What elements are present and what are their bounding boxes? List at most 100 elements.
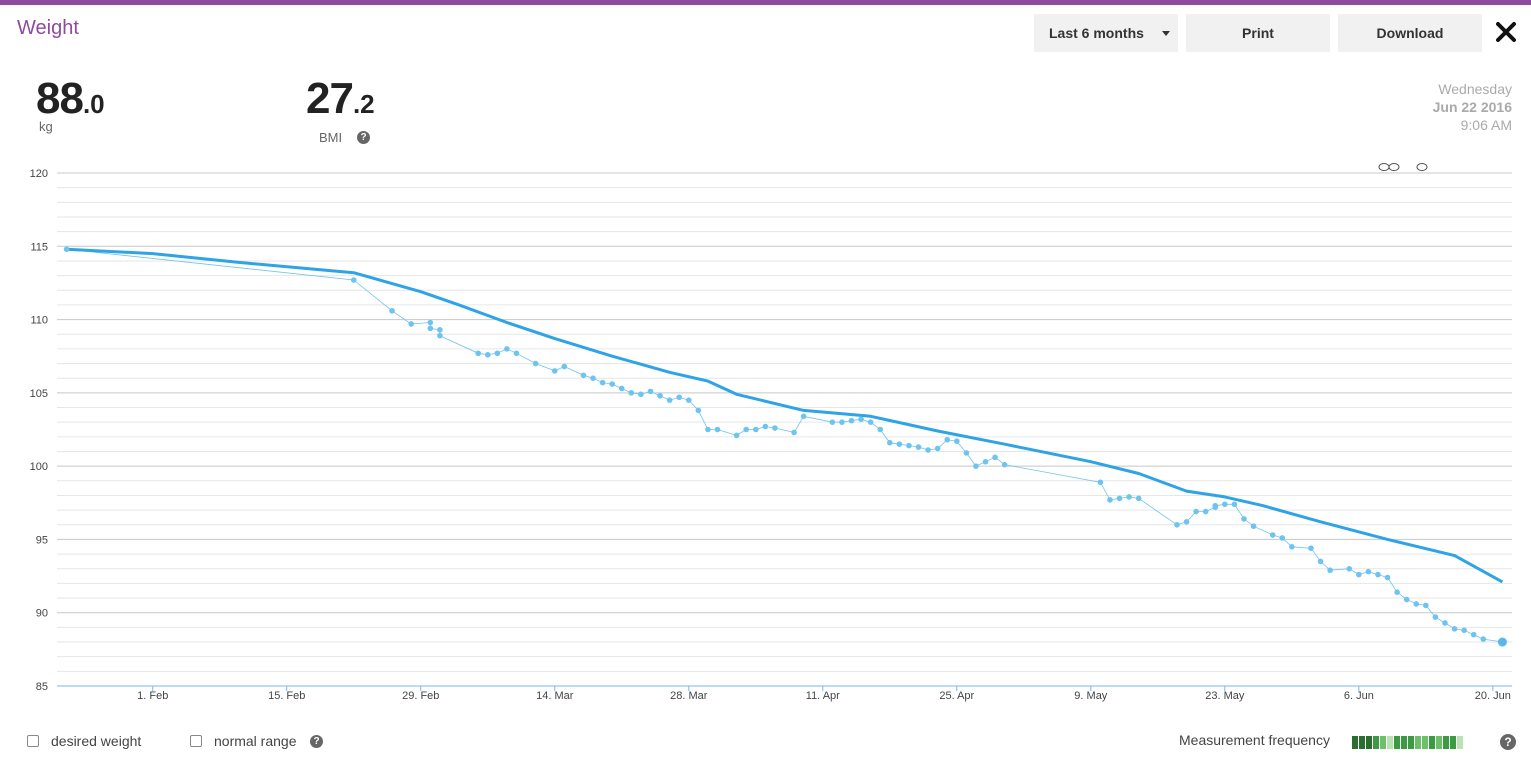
date-range-dropdown[interactable]: Last 6 months — [1034, 14, 1178, 52]
measurement-point[interactable] — [1231, 501, 1238, 508]
measurement-point[interactable] — [848, 417, 855, 424]
measurement-point[interactable] — [1001, 461, 1008, 468]
measurement-point[interactable] — [1269, 532, 1276, 538]
measurement-point[interactable] — [772, 425, 778, 431]
measurement-point[interactable] — [877, 426, 884, 433]
frequency-help-icon[interactable]: ? — [1500, 734, 1516, 750]
measurement-point[interactable] — [647, 388, 654, 395]
measurement-point[interactable] — [580, 372, 587, 379]
measurement-point[interactable] — [1423, 602, 1429, 609]
measurement-point[interactable] — [427, 319, 434, 326]
measurement-point[interactable] — [944, 436, 951, 443]
desired-weight-toggle[interactable]: desired weight — [27, 733, 141, 749]
measurement-point[interactable] — [800, 413, 807, 420]
measurement-point[interactable] — [657, 392, 663, 399]
measurement-point[interactable] — [915, 444, 922, 450]
measurement-point[interactable] — [427, 325, 434, 332]
desired-weight-checkbox[interactable] — [27, 735, 39, 747]
measurement-point[interactable] — [350, 277, 357, 283]
measurement-point[interactable] — [1442, 620, 1448, 626]
measurement-point[interactable] — [973, 463, 979, 469]
measurement-point[interactable] — [762, 423, 769, 430]
measurement-point[interactable] — [1202, 508, 1209, 515]
print-button[interactable]: Print — [1186, 14, 1330, 52]
close-icon[interactable] — [1492, 18, 1520, 46]
comment-icon[interactable] — [1388, 163, 1400, 171]
measurement-point[interactable] — [494, 350, 501, 357]
measurement-point[interactable] — [1497, 637, 1507, 647]
measurement-point[interactable] — [829, 419, 836, 425]
measurement-point[interactable] — [1451, 626, 1458, 632]
measurement-point[interactable] — [1279, 535, 1286, 541]
measurement-point[interactable] — [1097, 479, 1104, 486]
comment-icon[interactable] — [1416, 163, 1428, 171]
measurement-point[interactable] — [705, 426, 711, 433]
measurement-point[interactable] — [1174, 521, 1180, 528]
measurement-point[interactable] — [733, 432, 740, 439]
measurement-point[interactable] — [437, 332, 443, 339]
measurement-point[interactable] — [839, 419, 845, 425]
measurement-point[interactable] — [743, 426, 750, 433]
measurement-point[interactable] — [609, 381, 615, 387]
measurement-point[interactable] — [1212, 502, 1219, 509]
measurement-point[interactable] — [1107, 497, 1113, 503]
normal-range-checkbox[interactable] — [190, 735, 202, 747]
measurement-point[interactable] — [1461, 627, 1467, 634]
notes-markers[interactable] — [1378, 163, 1428, 171]
measurement-point[interactable] — [1116, 495, 1123, 502]
measurement-point[interactable] — [1384, 574, 1391, 581]
measurement-point[interactable] — [896, 441, 903, 447]
measurement-point[interactable] — [676, 394, 683, 401]
measurement-point[interactable] — [628, 390, 635, 396]
measurement-point[interactable] — [1126, 494, 1132, 500]
measurement-point[interactable] — [963, 450, 970, 456]
measurement-point[interactable] — [752, 426, 759, 433]
measurement-point[interactable] — [1135, 495, 1142, 502]
measurement-point[interactable] — [63, 246, 70, 253]
measurement-point[interactable] — [1193, 508, 1199, 515]
measurement-point[interactable] — [1375, 571, 1381, 578]
measurement-point[interactable] — [1327, 567, 1333, 574]
measurement-point[interactable] — [1394, 589, 1400, 595]
measurement-point[interactable] — [504, 346, 510, 352]
measurement-point[interactable] — [1356, 571, 1362, 578]
measurement-point[interactable] — [437, 327, 443, 333]
measurement-point[interactable] — [1480, 636, 1487, 642]
measurement-point[interactable] — [1183, 519, 1190, 525]
measurement-point[interactable] — [561, 363, 568, 370]
measurement-point[interactable] — [1432, 614, 1439, 620]
measurement-point[interactable] — [1250, 523, 1257, 530]
measurement-point[interactable] — [906, 442, 912, 449]
measurement-point[interactable] — [1403, 596, 1410, 603]
measurement-point[interactable] — [1289, 543, 1295, 550]
measurement-point[interactable] — [982, 458, 989, 465]
measurement-point[interactable] — [532, 360, 539, 367]
measurement-point[interactable] — [867, 419, 874, 425]
measurement-point[interactable] — [551, 368, 558, 374]
measurement-point[interactable] — [638, 391, 644, 398]
measurement-point[interactable] — [925, 447, 931, 453]
measurement-point[interactable] — [1346, 565, 1353, 572]
bmi-help-icon[interactable]: ? — [357, 131, 370, 144]
measurement-point[interactable] — [858, 416, 864, 423]
measurement-point[interactable] — [389, 307, 395, 314]
measurement-point[interactable] — [714, 426, 721, 433]
measurement-point[interactable] — [992, 454, 998, 461]
measurement-point[interactable] — [791, 429, 797, 436]
measurement-point[interactable] — [886, 439, 893, 446]
measurement-point[interactable] — [599, 379, 606, 386]
measurement-point[interactable] — [1317, 558, 1324, 565]
measurement-point[interactable] — [590, 375, 596, 382]
measurement-point[interactable] — [685, 397, 692, 403]
measurement-point[interactable] — [618, 385, 625, 392]
download-button[interactable]: Download — [1338, 14, 1482, 52]
normal-range-toggle[interactable]: normal range — [190, 733, 297, 749]
measurement-point[interactable] — [954, 438, 960, 445]
measurement-point[interactable] — [1365, 568, 1372, 575]
measurement-point[interactable] — [934, 445, 941, 452]
measurement-point[interactable] — [1222, 501, 1228, 508]
measurement-point[interactable] — [475, 350, 481, 357]
measurement-point[interactable] — [484, 351, 491, 358]
measurement-point[interactable] — [1413, 601, 1420, 607]
